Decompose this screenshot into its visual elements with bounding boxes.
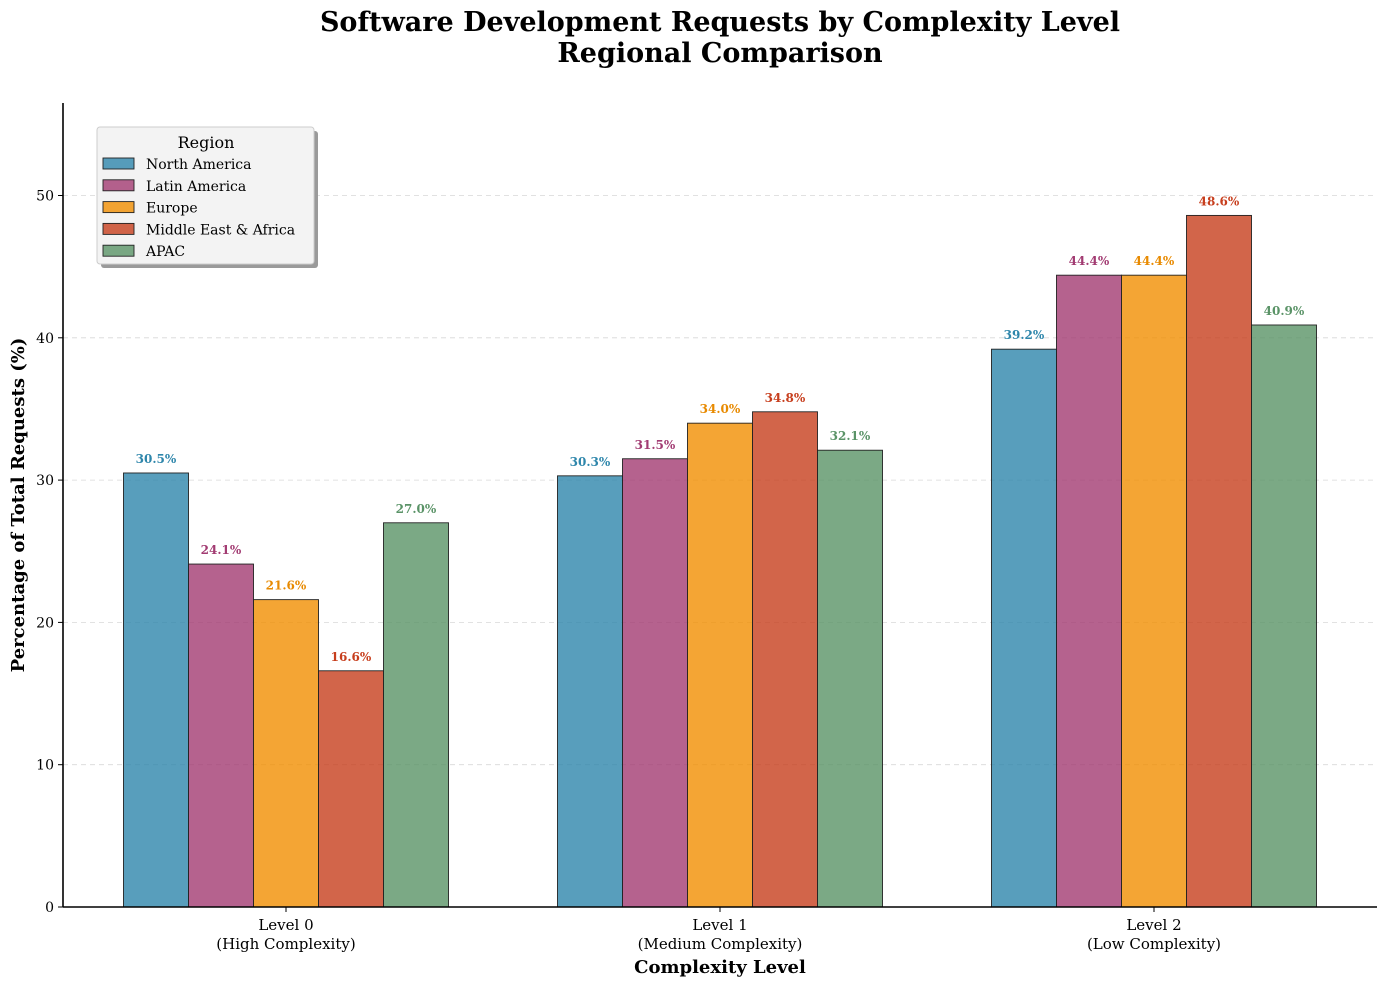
legend-box bbox=[96, 126, 315, 265]
bar bbox=[318, 670, 384, 908]
bar bbox=[1056, 274, 1122, 908]
data-label: 44.4% bbox=[1134, 254, 1175, 268]
bar bbox=[991, 348, 1057, 908]
y-tick-label: 50 bbox=[36, 188, 54, 204]
legend: Region North America Latin America Europe M… bbox=[96, 126, 318, 268]
bar bbox=[622, 458, 688, 908]
bar bbox=[557, 475, 623, 908]
data-label: 31.5% bbox=[635, 438, 676, 452]
data-label: 40.9% bbox=[1264, 304, 1305, 318]
data-label: 21.6% bbox=[266, 579, 307, 593]
data-label: 32.1% bbox=[830, 429, 871, 443]
bar bbox=[817, 449, 883, 908]
data-label: 24.1% bbox=[201, 543, 242, 557]
bar bbox=[253, 599, 319, 908]
y-tick-label: 30 bbox=[36, 473, 54, 489]
legend-label: APAC bbox=[145, 244, 185, 260]
bar bbox=[687, 422, 753, 908]
legend-label: Latin America bbox=[146, 179, 246, 195]
x-ticks: Level 0(High Complexity) Level 1(Medium C… bbox=[216, 907, 1221, 953]
legend-title: Region bbox=[178, 133, 235, 152]
x-tick-label: Level 0 bbox=[258, 916, 313, 934]
legend-swatch bbox=[102, 244, 135, 257]
y-tick-label: 0 bbox=[45, 900, 54, 916]
data-label: 39.2% bbox=[1004, 328, 1045, 342]
bar bbox=[752, 411, 818, 908]
y-axis-label: Percentage of Total Requests (%) bbox=[8, 338, 29, 673]
data-label: 30.3% bbox=[570, 455, 611, 469]
x-tick-sublabel: (High Complexity) bbox=[216, 935, 355, 953]
bar bbox=[383, 522, 449, 908]
x-tick-sublabel: (Medium Complexity) bbox=[638, 935, 803, 953]
data-label: 34.0% bbox=[700, 402, 741, 416]
legend-swatch bbox=[102, 157, 135, 170]
legend-label: Europe bbox=[146, 201, 198, 217]
legend-swatch bbox=[102, 222, 135, 235]
y-tick-label: 20 bbox=[36, 615, 54, 631]
y-tick-label: 10 bbox=[36, 758, 54, 774]
data-labels: 30.5% 30.3% 39.2% 24.1% 31.5% 44.4% 21.6% 34.0%… bbox=[136, 194, 1305, 663]
bar bbox=[123, 472, 189, 908]
data-label: 30.5% bbox=[136, 452, 177, 466]
legend-items: North America Latin America Europe Middle E… bbox=[102, 157, 295, 260]
y-tick-label: 40 bbox=[36, 331, 54, 347]
chart-title: Software Development Requests by Complex… bbox=[320, 7, 1120, 38]
x-tick-sublabel: (Low Complexity) bbox=[1087, 935, 1221, 953]
x-tick-label: Level 1 bbox=[692, 916, 747, 934]
bar bbox=[1251, 324, 1317, 908]
legend-label: North America bbox=[146, 157, 252, 173]
bar bbox=[1186, 214, 1252, 908]
legend-label: Middle East & Africa bbox=[146, 222, 295, 238]
legend-swatch bbox=[102, 201, 135, 214]
data-label: 27.0% bbox=[396, 502, 437, 516]
data-label: 16.6% bbox=[331, 650, 372, 664]
x-axis-label: Complexity Level bbox=[634, 957, 806, 978]
data-label: 34.8% bbox=[765, 391, 806, 405]
data-label: 48.6% bbox=[1199, 194, 1240, 208]
y-ticks: 0 10 20 30 40 50 bbox=[36, 188, 63, 916]
x-tick-label: Level 2 bbox=[1126, 916, 1181, 934]
bar bbox=[188, 563, 254, 908]
chart-subtitle: Regional Comparison bbox=[557, 38, 883, 69]
data-label: 44.4% bbox=[1069, 254, 1110, 268]
legend-swatch bbox=[102, 179, 135, 192]
bars bbox=[123, 214, 1317, 908]
bar bbox=[1121, 274, 1187, 908]
